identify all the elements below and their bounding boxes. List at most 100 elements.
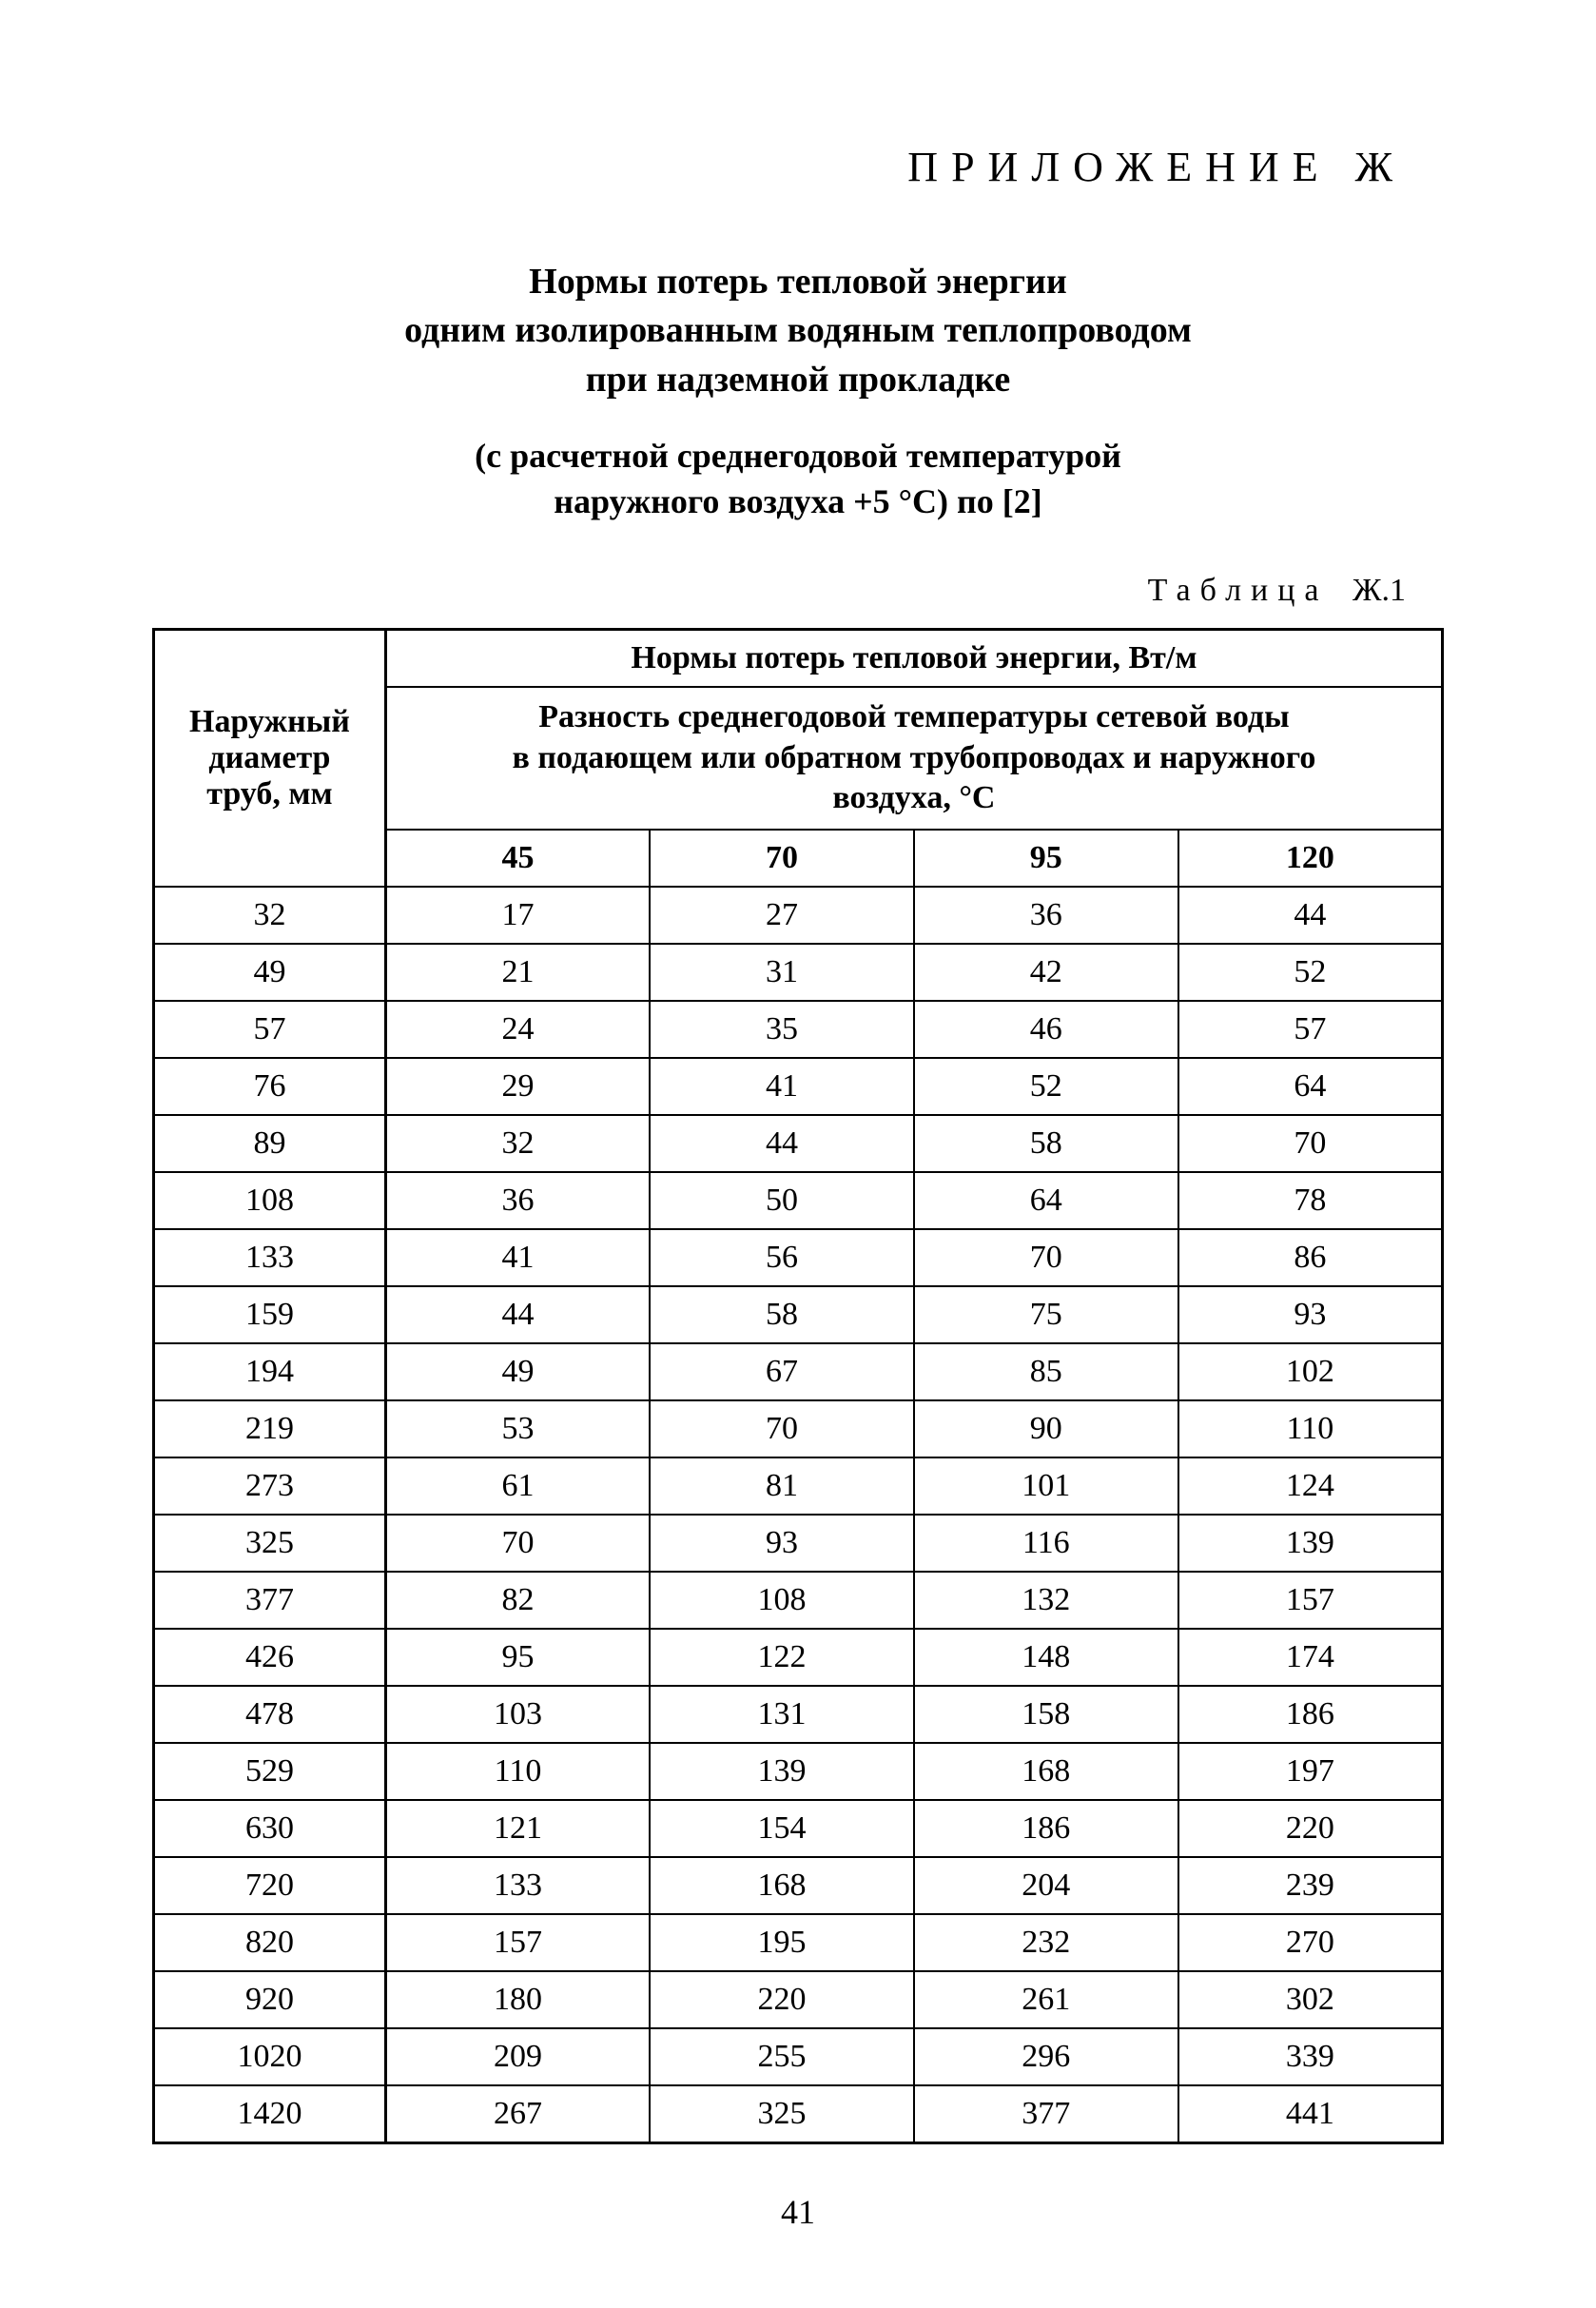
cell-value: 17 xyxy=(385,887,650,944)
appendix-header: ПРИЛОЖЕНИЕ Ж xyxy=(152,143,1444,191)
cell-value: 168 xyxy=(650,1857,914,1914)
top-header: Нормы потерь тепловой энергии, Вт/м xyxy=(385,630,1442,688)
cell-value: 108 xyxy=(650,1572,914,1629)
cell-value: 90 xyxy=(914,1400,1178,1457)
table-row: 37782108132157 xyxy=(154,1572,1443,1629)
cell-diameter: 377 xyxy=(154,1572,386,1629)
col-header: 95 xyxy=(914,830,1178,887)
cell-diameter: 920 xyxy=(154,1971,386,2028)
cell-value: 148 xyxy=(914,1629,1178,1686)
cell-value: 121 xyxy=(385,1800,650,1857)
title-block: Нормы потерь тепловой энергии одним изол… xyxy=(152,258,1444,404)
cell-value: 67 xyxy=(650,1343,914,1400)
table-row: 194496785102 xyxy=(154,1343,1443,1400)
cell-diameter: 1420 xyxy=(154,2085,386,2143)
cell-value: 50 xyxy=(650,1172,914,1229)
page-number: 41 xyxy=(152,2192,1444,2232)
cell-value: 52 xyxy=(1178,944,1443,1001)
cell-value: 93 xyxy=(1178,1286,1443,1343)
cell-value: 325 xyxy=(650,2085,914,2143)
cell-value: 70 xyxy=(914,1229,1178,1286)
cell-diameter: 159 xyxy=(154,1286,386,1343)
cell-value: 154 xyxy=(650,1800,914,1857)
cell-diameter: 1020 xyxy=(154,2028,386,2085)
cell-value: 29 xyxy=(385,1058,650,1115)
table-row: 3217273644 xyxy=(154,887,1443,944)
cell-value: 44 xyxy=(1178,887,1443,944)
sub-header: Разность среднегодовой температуры сетев… xyxy=(385,687,1442,830)
table-label-number: Ж.1 xyxy=(1353,573,1406,608)
cell-value: 86 xyxy=(1178,1229,1443,1286)
cell-value: 103 xyxy=(385,1686,650,1743)
sub-header-line: воздуха, °C xyxy=(400,778,1428,819)
cell-value: 186 xyxy=(1178,1686,1443,1743)
cell-value: 27 xyxy=(650,887,914,944)
cell-value: 232 xyxy=(914,1914,1178,1971)
cell-value: 85 xyxy=(914,1343,1178,1400)
cell-value: 158 xyxy=(914,1686,1178,1743)
table-row: 920180220261302 xyxy=(154,1971,1443,2028)
title-line: при надземной прокладке xyxy=(152,356,1444,404)
cell-value: 239 xyxy=(1178,1857,1443,1914)
table-row: 7629415264 xyxy=(154,1058,1443,1115)
table-row: 13341567086 xyxy=(154,1229,1443,1286)
cell-diameter: 108 xyxy=(154,1172,386,1229)
cell-value: 53 xyxy=(385,1400,650,1457)
cell-value: 124 xyxy=(1178,1457,1443,1515)
cell-value: 36 xyxy=(914,887,1178,944)
sub-header-line: в подающем или обратном трубопроводах и … xyxy=(400,738,1428,779)
cell-value: 42 xyxy=(914,944,1178,1001)
cell-value: 56 xyxy=(650,1229,914,1286)
cell-value: 52 xyxy=(914,1058,1178,1115)
cell-value: 49 xyxy=(385,1343,650,1400)
cell-value: 64 xyxy=(914,1172,1178,1229)
table-row: 478103131158186 xyxy=(154,1686,1443,1743)
table-label-space xyxy=(1336,573,1345,608)
cell-value: 197 xyxy=(1178,1743,1443,1800)
title-line: одним изолированным водяным теплопроводо… xyxy=(152,306,1444,355)
cell-diameter: 630 xyxy=(154,1800,386,1857)
cell-value: 157 xyxy=(385,1914,650,1971)
cell-value: 58 xyxy=(914,1115,1178,1172)
table-row: 10836506478 xyxy=(154,1172,1443,1229)
heat-loss-table: Наружный диаметр труб, мм Нормы потерь т… xyxy=(152,628,1444,2144)
cell-value: 132 xyxy=(914,1572,1178,1629)
cell-value: 131 xyxy=(650,1686,914,1743)
table-row: 529110139168197 xyxy=(154,1743,1443,1800)
cell-value: 157 xyxy=(1178,1572,1443,1629)
cell-value: 93 xyxy=(650,1515,914,1572)
cell-value: 70 xyxy=(650,1400,914,1457)
cell-value: 36 xyxy=(385,1172,650,1229)
cell-diameter: 32 xyxy=(154,887,386,944)
table-head: Наружный диаметр труб, мм Нормы потерь т… xyxy=(154,630,1443,887)
cell-value: 220 xyxy=(1178,1800,1443,1857)
cell-value: 296 xyxy=(914,2028,1178,2085)
subtitle-line: (с расчетной среднегодовой температурой xyxy=(152,433,1444,479)
cell-diameter: 219 xyxy=(154,1400,386,1457)
cell-value: 133 xyxy=(385,1857,650,1914)
cell-value: 168 xyxy=(914,1743,1178,1800)
cell-value: 21 xyxy=(385,944,650,1001)
cell-value: 255 xyxy=(650,2028,914,2085)
cell-value: 82 xyxy=(385,1572,650,1629)
cell-value: 58 xyxy=(650,1286,914,1343)
table-row: 1420267325377441 xyxy=(154,2085,1443,2143)
cell-diameter: 89 xyxy=(154,1115,386,1172)
row-header-line: Наружный xyxy=(168,704,371,740)
cell-diameter: 325 xyxy=(154,1515,386,1572)
cell-value: 46 xyxy=(914,1001,1178,1058)
table-label-word: Таблица xyxy=(1148,573,1329,608)
cell-value: 110 xyxy=(1178,1400,1443,1457)
cell-value: 44 xyxy=(385,1286,650,1343)
table-row: 15944587593 xyxy=(154,1286,1443,1343)
cell-value: 209 xyxy=(385,2028,650,2085)
cell-diameter: 194 xyxy=(154,1343,386,1400)
cell-value: 139 xyxy=(1178,1515,1443,1572)
table-row: 820157195232270 xyxy=(154,1914,1443,1971)
row-header-line: диаметр xyxy=(168,740,371,776)
cell-value: 24 xyxy=(385,1001,650,1058)
cell-value: 270 xyxy=(1178,1914,1443,1971)
cell-value: 195 xyxy=(650,1914,914,1971)
cell-value: 180 xyxy=(385,1971,650,2028)
cell-value: 220 xyxy=(650,1971,914,2028)
